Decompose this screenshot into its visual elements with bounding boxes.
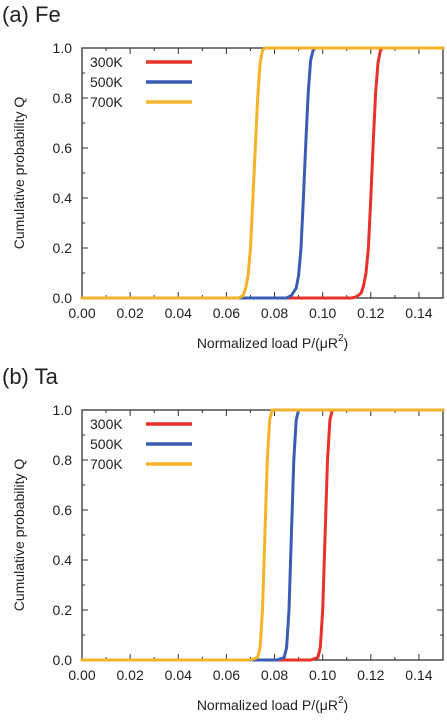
y-tick-label: 0.8 (53, 90, 73, 106)
plot-frame (81, 47, 444, 299)
x-axis-label: Normalized load P/(μR2) (197, 333, 348, 351)
y-tick-label: 0.8 (53, 452, 73, 468)
x-axis-label-main: Normalized load P/(μR (197, 335, 338, 351)
y-tick-label: 0.6 (53, 140, 73, 156)
legend-label-700K: 700K (90, 94, 123, 110)
y-tick-label: 1.0 (53, 40, 73, 56)
x-tick-label: 0.14 (405, 667, 432, 683)
x-tick-label: 0.06 (213, 305, 240, 321)
chart-panel-ta: 0.00 0.02 0.04 0.06 0.08 0.10 0.12 0.14 0.0 0.2 0.… (11, 402, 445, 713)
panel-a-title: (a) Fe (2, 2, 61, 27)
x-tick-label: 0.02 (117, 305, 144, 321)
series-line-300K (80, 408, 445, 662)
series-line-700K (80, 408, 445, 662)
y-tick-label: 0.0 (53, 290, 73, 306)
x-tick-label: 0.02 (117, 667, 144, 683)
x-axis-label-sup: 2 (338, 333, 344, 344)
x-tick-label: 0.12 (357, 305, 384, 321)
y-axis-label: Cumulative probability Q (11, 97, 27, 250)
x-tick-label: 0.04 (165, 305, 192, 321)
x-tick-label: 0.00 (68, 305, 95, 321)
chart-panel-fe: 0.00 0.02 0.04 0.06 0.08 0.10 0.12 0.14 0.0 0.2 0.… (11, 40, 445, 351)
x-tick-label: 0.00 (68, 667, 95, 683)
series-line-300K (80, 46, 445, 300)
x-tick-label: 0.08 (261, 305, 288, 321)
y-tick-label: 0.6 (53, 502, 73, 518)
x-axis-label-main: Normalized load P/(μR (197, 697, 338, 713)
y-axis-label: Cumulative probability Q (11, 459, 27, 612)
legend-label-300K: 300K (90, 54, 123, 70)
x-tick-label: 0.06 (213, 667, 240, 683)
x-tick-label: 0.14 (405, 305, 432, 321)
y-tick-label: 1.0 (53, 402, 73, 418)
x-tick-label: 0.04 (165, 667, 192, 683)
x-axis-label: Normalized load P/(μR2) (197, 695, 348, 713)
x-tick-label: 0.10 (309, 667, 336, 683)
series-line-500K (80, 46, 445, 300)
y-tick-label: 0.4 (53, 552, 73, 568)
x-tick-label: 0.10 (309, 305, 336, 321)
x-tick-label: 0.12 (357, 667, 384, 683)
legend-label-500K: 500K (90, 74, 123, 90)
x-axis-label-close: ) (344, 697, 349, 713)
legend-label-700K: 700K (90, 456, 123, 472)
x-tick-label: 0.08 (261, 667, 288, 683)
panel-b-title: (b) Ta (2, 364, 58, 389)
x-axis-label-close: ) (344, 335, 349, 351)
series-line-700K (80, 46, 445, 300)
x-axis-label-sup: 2 (338, 695, 344, 706)
series-line-500K (80, 408, 445, 662)
y-tick-label: 0.2 (53, 240, 73, 256)
y-tick-label: 0.0 (53, 652, 73, 668)
legend-label-500K: 500K (90, 436, 123, 452)
legend-label-300K: 300K (90, 416, 123, 432)
y-tick-label: 0.2 (53, 602, 73, 618)
y-tick-label: 0.4 (53, 190, 73, 206)
